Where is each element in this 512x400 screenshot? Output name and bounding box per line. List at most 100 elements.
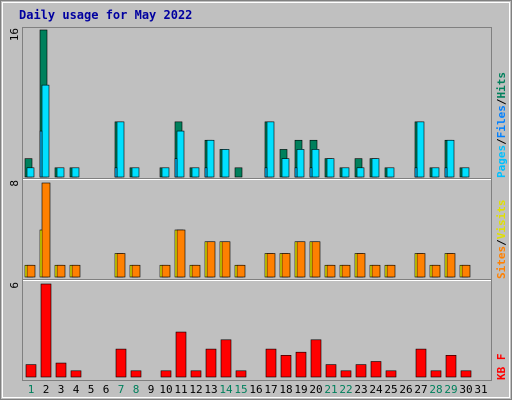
day-label-29: 29 — [444, 383, 457, 396]
bar-middle-sites-day-7 — [116, 253, 126, 278]
legend-kbf: KB F — [495, 354, 508, 381]
bar-top-pages-day-2 — [39, 130, 43, 178]
bar-middle-sites-day-17 — [266, 253, 276, 278]
day-label-18: 18 — [279, 383, 292, 396]
panel-top-bg — [22, 27, 492, 179]
bars-layer — [24, 29, 472, 378]
bar-top-files-day-27 — [416, 121, 425, 178]
day-label-27: 27 — [414, 383, 427, 396]
day-label-4: 4 — [73, 383, 80, 396]
bar-bottom-kb-f-day-20 — [310, 339, 322, 378]
bar-top-pages-day-29 — [444, 167, 448, 178]
panel-top-ymax: 16 — [8, 28, 21, 41]
day-label-28: 28 — [429, 383, 442, 396]
bar-top-files-day-23 — [356, 167, 365, 178]
bar-top-pages-day-17 — [264, 167, 268, 178]
bar-top-hits-day-15 — [234, 167, 243, 178]
bar-top-pages-day-13 — [204, 167, 208, 178]
bar-bottom-kb-f-day-17 — [265, 348, 277, 378]
bar-top-pages-day-27 — [414, 167, 418, 178]
bar-top-files-day-4 — [71, 167, 80, 178]
day-label-6: 6 — [103, 383, 110, 396]
bar-top-files-day-1 — [26, 167, 35, 178]
legend-sep-3: / — [495, 239, 508, 246]
bar-middle-sites-day-1 — [26, 264, 36, 278]
day-label-16: 16 — [249, 383, 262, 396]
legend-middle: Sites/Visits — [495, 200, 508, 280]
bar-middle-sites-day-11 — [176, 229, 186, 278]
bar-bottom-kb-f-day-28 — [430, 370, 442, 378]
bar-top-files-day-25 — [386, 167, 395, 178]
legend-bottom: KB F — [495, 354, 508, 381]
bar-middle-sites-day-24 — [371, 264, 381, 278]
bar-middle-sites-day-15 — [236, 264, 246, 278]
bar-bottom-kb-f-day-15 — [235, 370, 247, 378]
bar-top-files-day-22 — [341, 167, 350, 178]
day-label-1: 1 — [28, 383, 35, 396]
bar-middle-sites-day-22 — [341, 264, 351, 278]
bar-top-files-day-11 — [176, 130, 185, 178]
panel-bottom-ymax: 6 — [8, 282, 21, 289]
day-label-30: 30 — [459, 383, 472, 396]
bar-bottom-kb-f-day-12 — [190, 370, 202, 378]
bar-middle-sites-day-18 — [281, 253, 291, 278]
bar-bottom-kb-f-day-13 — [205, 348, 217, 378]
bar-bottom-kb-f-day-14 — [220, 339, 232, 378]
day-label-19: 19 — [294, 383, 307, 396]
legend-top: Pages/Files/Hits — [495, 72, 508, 178]
bar-middle-sites-day-28 — [431, 264, 441, 278]
bar-bottom-kb-f-day-23 — [355, 364, 367, 378]
bar-top-files-day-17 — [266, 121, 275, 178]
bar-top-pages-day-19 — [294, 167, 298, 178]
bar-bottom-kb-f-day-24 — [370, 361, 382, 378]
day-label-23: 23 — [354, 383, 367, 396]
bar-middle-sites-day-21 — [326, 264, 336, 278]
bar-top-files-day-8 — [131, 167, 140, 178]
bar-middle-sites-day-27 — [416, 253, 426, 278]
bar-top-files-day-13 — [206, 139, 215, 178]
legend-sep-1: / — [495, 138, 508, 145]
bar-top-files-day-3 — [56, 167, 65, 178]
day-label-24: 24 — [369, 383, 383, 396]
day-label-14: 14 — [219, 383, 233, 396]
bar-bottom-kb-f-day-3 — [55, 362, 67, 378]
day-label-5: 5 — [88, 383, 95, 396]
day-label-11: 11 — [174, 383, 187, 396]
bar-bottom-kb-f-day-11 — [175, 331, 187, 378]
bar-bottom-kb-f-day-30 — [460, 370, 472, 378]
legend-visits: Visits — [495, 200, 508, 240]
day-label-21: 21 — [324, 383, 337, 396]
day-label-3: 3 — [58, 383, 65, 396]
bar-middle-sites-day-10 — [161, 264, 171, 278]
panel-middle-ymax: 8 — [8, 180, 21, 187]
bar-middle-sites-day-19 — [296, 241, 306, 278]
day-label-13: 13 — [204, 383, 217, 396]
bar-top-files-day-2 — [41, 84, 50, 178]
day-label-31: 31 — [474, 383, 487, 396]
bar-middle-sites-day-29 — [446, 253, 456, 278]
bar-top-files-day-20 — [311, 149, 320, 178]
bar-top-files-day-29 — [446, 139, 455, 178]
bar-bottom-kb-f-day-4 — [70, 370, 82, 378]
day-label-25: 25 — [384, 383, 397, 396]
day-label-2: 2 — [43, 383, 50, 396]
bar-top-files-day-24 — [371, 158, 380, 178]
legend-pages: Pages — [495, 145, 508, 178]
day-label-12: 12 — [189, 383, 202, 396]
legend-hits: Hits — [495, 72, 508, 99]
bar-bottom-kb-f-day-25 — [385, 370, 397, 378]
bar-bottom-kb-f-day-10 — [160, 370, 172, 378]
bar-middle-sites-day-2 — [41, 182, 51, 278]
bar-top-files-day-12 — [191, 167, 200, 178]
bar-bottom-kb-f-day-1 — [25, 364, 37, 378]
bar-middle-sites-day-23 — [356, 253, 366, 278]
bar-middle-sites-day-20 — [311, 241, 321, 278]
bar-top-files-day-21 — [326, 158, 335, 178]
bar-middle-sites-day-13 — [206, 241, 216, 278]
bar-bottom-kb-f-day-2 — [40, 283, 52, 378]
bar-middle-sites-day-30 — [461, 264, 471, 278]
legend-sep-2: / — [495, 98, 508, 105]
bar-top-files-day-7 — [116, 121, 125, 178]
bar-middle-sites-day-12 — [191, 264, 201, 278]
